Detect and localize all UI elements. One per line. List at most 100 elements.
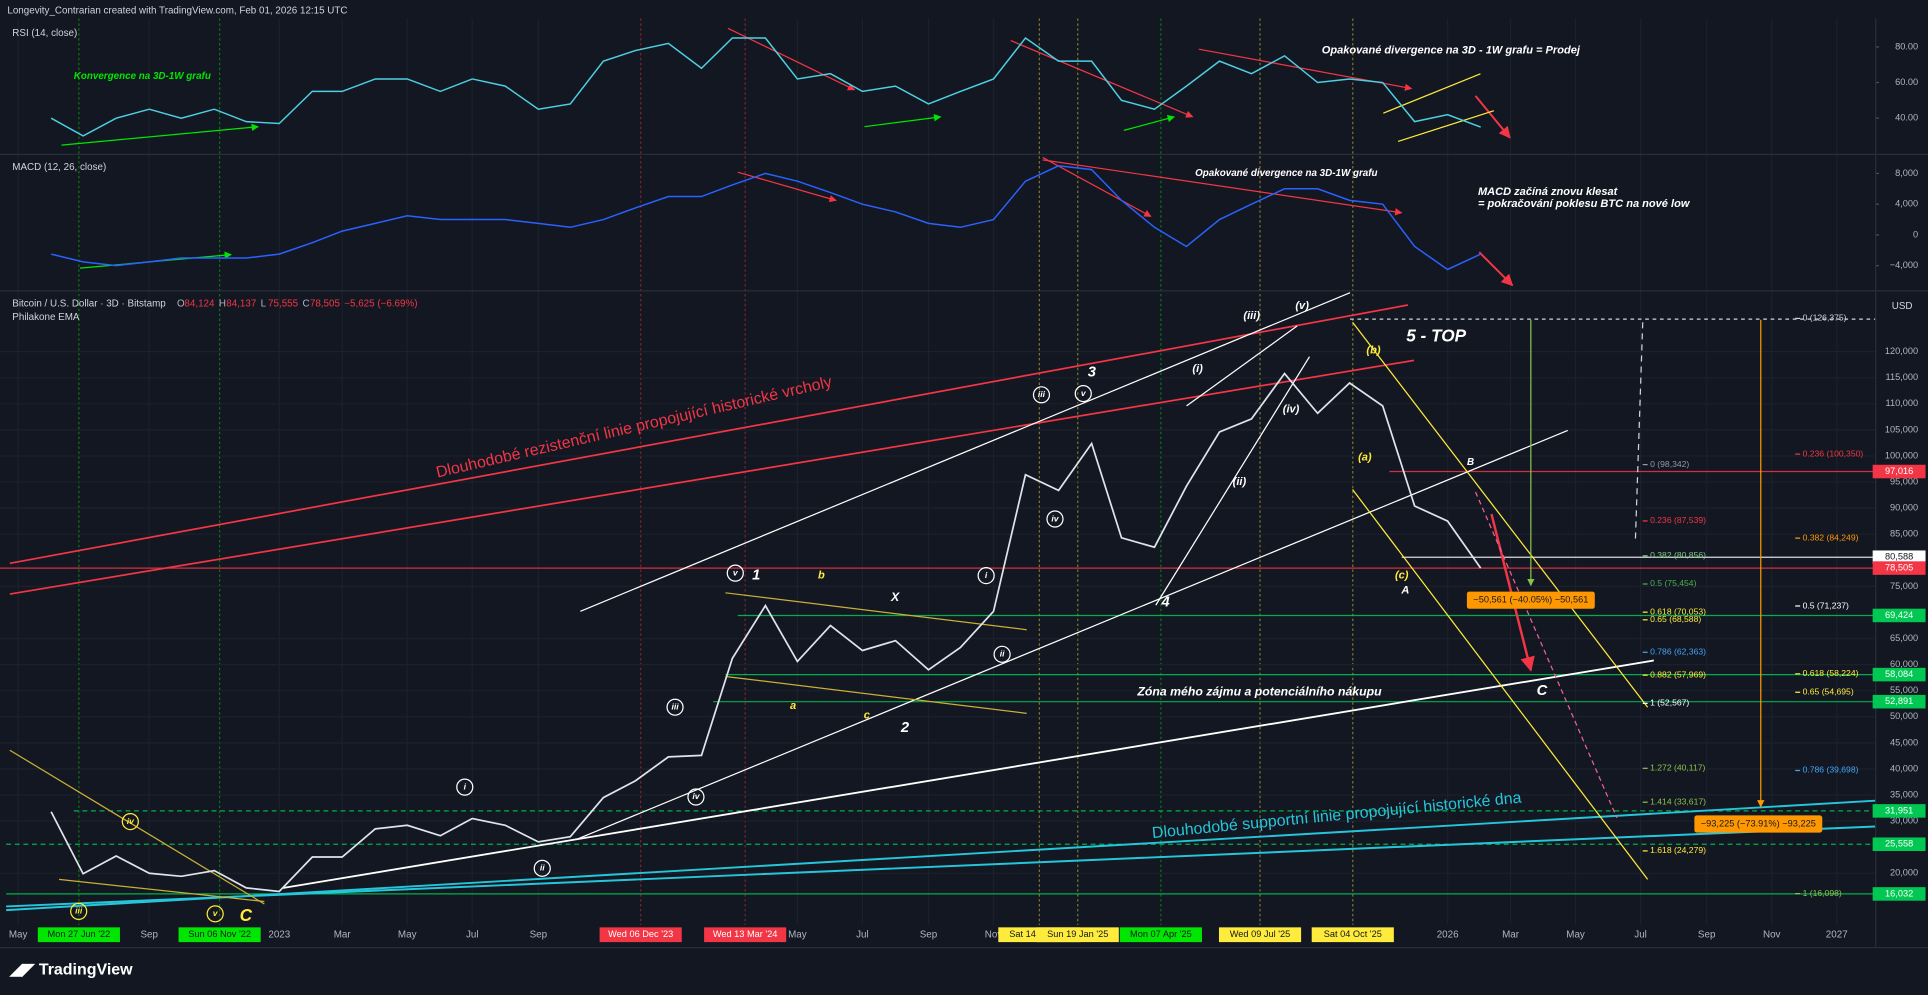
y-tick-label: −4,000 [1890, 260, 1918, 270]
y-tick-label: 110,000 [1886, 398, 1919, 408]
x-tick-label: 2023 [268, 929, 290, 940]
series-line [50, 372, 1482, 893]
x-tick-label: May [788, 929, 807, 940]
fib-label: 0.618 (58,224) [1803, 668, 1859, 678]
fib-label: 0.618 (70,053) [1650, 606, 1706, 616]
wave-circle [687, 788, 705, 806]
price-badge [1872, 887, 1926, 901]
price-badge-label: 97,016 [1885, 466, 1913, 476]
currency: USD [1892, 301, 1913, 312]
fib-label: 0.236 (100,350) [1803, 448, 1864, 458]
trend-line [1186, 325, 1298, 407]
price-badge-label: 80,588 [1885, 552, 1913, 562]
x-tick-label: Mar [334, 929, 352, 940]
fib-label: 0.786 (62,363) [1650, 647, 1706, 657]
fib-label: 0.5 (75,454) [1650, 578, 1696, 588]
y-tick-label: 30,000 [1890, 816, 1918, 826]
y-tick-label: 55,000 [1890, 685, 1918, 695]
y-tick-label: 85,000 [1890, 529, 1918, 539]
resistance-line [9, 359, 1415, 595]
wave-label: X [890, 590, 900, 604]
price-badge-label: 78,505 [1885, 563, 1913, 573]
x-tick-label: May [9, 929, 28, 940]
wave-label: i [464, 781, 467, 791]
wave-label: (iii) [1243, 310, 1260, 322]
wave-circle [533, 859, 551, 877]
panel-title: RSI (14, close) [12, 28, 77, 39]
x-tick-badge [599, 927, 682, 943]
y-tick-label: 45,000 [1890, 737, 1918, 747]
resistance-line [9, 304, 1409, 565]
annotation: Opakované divergence na 3D-1W grafu [1195, 168, 1377, 179]
wave-circle [206, 905, 224, 923]
ohlc-key: C [302, 298, 309, 309]
y-tick-label: 4,000 [1895, 199, 1918, 209]
annotation: Konvergence na 3D-1W grafu [74, 71, 211, 82]
x-tick-label: Sun 06 Nov '22 [188, 929, 251, 939]
annotation: Zóna mého zájmu a potenciálního nákupu [1136, 685, 1382, 699]
x-tick-label: Nov [1763, 929, 1781, 940]
wave-label: C [240, 905, 253, 925]
y-tick-label: 50,000 [1890, 711, 1918, 721]
fib-label: 0.5 (71,237) [1803, 600, 1849, 610]
price-badge [1872, 837, 1926, 852]
wave-circle [1046, 510, 1064, 528]
wave-label: C [1537, 683, 1548, 699]
price-badge [1872, 464, 1926, 479]
channel-line [1352, 489, 1649, 880]
price-badge-label: 25,558 [1885, 839, 1913, 849]
x-tick-badge [1218, 927, 1302, 943]
wave-label: iii [75, 906, 83, 916]
fib-label: 0 (98,342) [1650, 459, 1689, 469]
trend-line [1155, 356, 1311, 606]
x-tick-badge [1119, 927, 1202, 943]
wave-label: (v) [1295, 300, 1309, 312]
y-tick-label: 35,000 [1890, 789, 1918, 799]
wave-label: A [1400, 584, 1409, 596]
price-badge-label: 58,084 [1885, 669, 1913, 679]
support-line [6, 825, 1876, 908]
fib-label: 0.382 (84,249) [1803, 532, 1859, 542]
arrow [1478, 251, 1514, 287]
panel-title: MACD (12, 26, close) [12, 162, 106, 173]
x-tick-badge [1036, 927, 1119, 943]
trend-line [282, 659, 1654, 889]
x-tick-label: Sep [1698, 929, 1716, 940]
wave-circle [70, 902, 88, 920]
wave-label: B [1467, 457, 1474, 468]
wave-label: (i) [1192, 363, 1203, 375]
wave-label: v [213, 908, 219, 918]
wave-label: 2 [900, 720, 910, 736]
x-tick-label: 2027 [1826, 929, 1848, 940]
price-badge-label: 69,424 [1885, 610, 1913, 620]
fib-label: 0.65 (54,695) [1803, 687, 1854, 697]
wave-label: iv [692, 791, 700, 801]
wave-label: (ii) [1233, 476, 1247, 488]
arrow [1042, 156, 1152, 218]
fib-label: 1.272 (40,117) [1650, 763, 1705, 773]
ohlc-change: −5,625 (−6.69%) [344, 298, 417, 309]
y-tick-label: 40,000 [1890, 763, 1918, 773]
y-tick-label: 100,000 [1885, 450, 1918, 460]
x-tick-label: Sep [530, 929, 548, 940]
ohlc: O 84,124 H 84,137 L 75,555 C 78,505 −5,625 (−6.6… [177, 298, 417, 309]
x-tick-badge [178, 927, 261, 943]
channel-line [725, 592, 1027, 631]
x-tick-label: Sat 04 Oct '25 [1324, 929, 1382, 939]
x-tick-badge [37, 927, 120, 943]
fib-label: 0.382 (80,856) [1650, 550, 1706, 560]
ohlc-value: 84,124 [184, 298, 215, 309]
price-badge-label: 52,891 [1885, 696, 1913, 706]
series-line [50, 36, 1481, 137]
wave-label: (a) [1358, 451, 1372, 463]
wave-circle [121, 812, 139, 831]
arrow [61, 123, 259, 146]
fib-label: 0.65 (68,588) [1650, 614, 1701, 624]
fib-label: 1 (52,567) [1650, 698, 1689, 708]
measure-label: −50,561 (−40.05%) −50,561 [1473, 595, 1588, 605]
wave-label: iii [671, 701, 679, 711]
wave-circle [1032, 386, 1051, 404]
ohlc-value: 84,137 [226, 298, 256, 309]
